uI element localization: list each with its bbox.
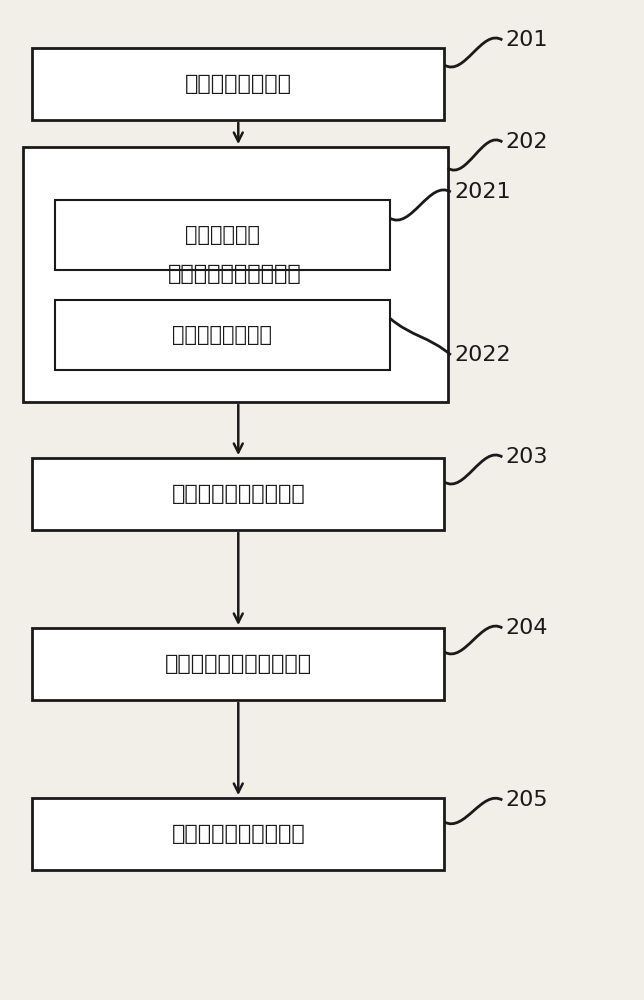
FancyBboxPatch shape — [32, 628, 444, 700]
Text: 岩心样品获取单元: 岩心样品获取单元 — [185, 74, 292, 94]
Text: 2021: 2021 — [454, 182, 511, 202]
Text: 第二弹性系数获取单元: 第二弹性系数获取单元 — [171, 484, 305, 504]
FancyBboxPatch shape — [32, 48, 444, 120]
Text: 202: 202 — [506, 132, 548, 152]
Text: 第一弹性系数获取单元: 第一弹性系数获取单元 — [168, 264, 302, 284]
Text: 组合关系表达式获取单元: 组合关系表达式获取单元 — [165, 654, 312, 674]
FancyBboxPatch shape — [55, 300, 390, 370]
Text: 201: 201 — [506, 30, 548, 50]
Text: 204: 204 — [506, 618, 548, 638]
Text: 203: 203 — [506, 447, 548, 467]
Text: 2022: 2022 — [454, 345, 511, 365]
Text: 波速获取模块: 波速获取模块 — [185, 225, 260, 245]
Text: 测井弹性系数获取单元: 测井弹性系数获取单元 — [171, 824, 305, 844]
FancyBboxPatch shape — [23, 147, 448, 402]
FancyBboxPatch shape — [32, 458, 444, 530]
Text: 205: 205 — [506, 790, 548, 810]
FancyBboxPatch shape — [55, 200, 390, 270]
FancyBboxPatch shape — [32, 798, 444, 870]
Text: 弹性系数计算模块: 弹性系数计算模块 — [172, 325, 272, 345]
